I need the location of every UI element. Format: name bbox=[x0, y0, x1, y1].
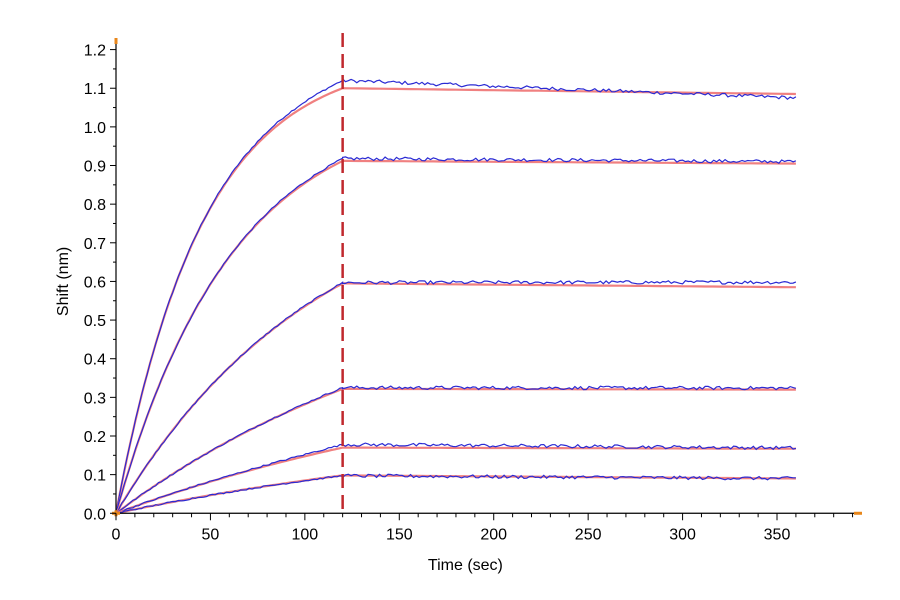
x-tick-label: 250 bbox=[575, 526, 602, 543]
y-tick-label: 0.5 bbox=[84, 313, 106, 330]
x-tick-label: 50 bbox=[202, 526, 220, 543]
measured-curve bbox=[115, 385, 797, 514]
fit-curve bbox=[115, 446, 796, 515]
y-tick-label: 0.6 bbox=[84, 274, 106, 291]
measured-curve bbox=[115, 280, 797, 514]
y-tick-label: 0.0 bbox=[84, 506, 106, 523]
x-tick-label: 150 bbox=[386, 526, 413, 543]
x-tick-label: 100 bbox=[292, 526, 319, 543]
y-tick-label: 0.7 bbox=[84, 236, 106, 253]
measured-curve bbox=[115, 156, 797, 514]
fit-curve bbox=[114, 159, 796, 514]
y-tick-label: 0.8 bbox=[84, 197, 106, 214]
y-tick-label: 1.2 bbox=[84, 43, 106, 60]
x-axis-title: Time (sec) bbox=[428, 557, 503, 574]
y-tick-label: 0.4 bbox=[84, 352, 106, 369]
y-axis-title: Shift (nm) bbox=[55, 247, 72, 316]
fit-curve bbox=[115, 474, 796, 515]
x-tick-label: 300 bbox=[669, 526, 696, 543]
y-tick-label: 1.1 bbox=[84, 81, 106, 98]
x-tick-label: 200 bbox=[480, 526, 507, 543]
y-tick-label: 0.3 bbox=[84, 390, 106, 407]
axes: 0 50 100 150 200 250 300 350 0.0 0.1 0.2 0.3 0.4 0.5 0… bbox=[84, 38, 862, 543]
measured-curve bbox=[115, 473, 796, 514]
measured-curve bbox=[115, 77, 797, 514]
measured-curve bbox=[115, 442, 797, 514]
y-tick-label: 0.2 bbox=[84, 429, 106, 446]
y-tick-label: 0.9 bbox=[84, 159, 106, 176]
x-tick-label: 350 bbox=[764, 526, 791, 543]
x-tick-label: 0 bbox=[112, 526, 121, 543]
plot-area bbox=[114, 33, 797, 515]
y-tick-label: 0.1 bbox=[84, 468, 106, 485]
y-tick-label: 1.0 bbox=[84, 120, 106, 137]
